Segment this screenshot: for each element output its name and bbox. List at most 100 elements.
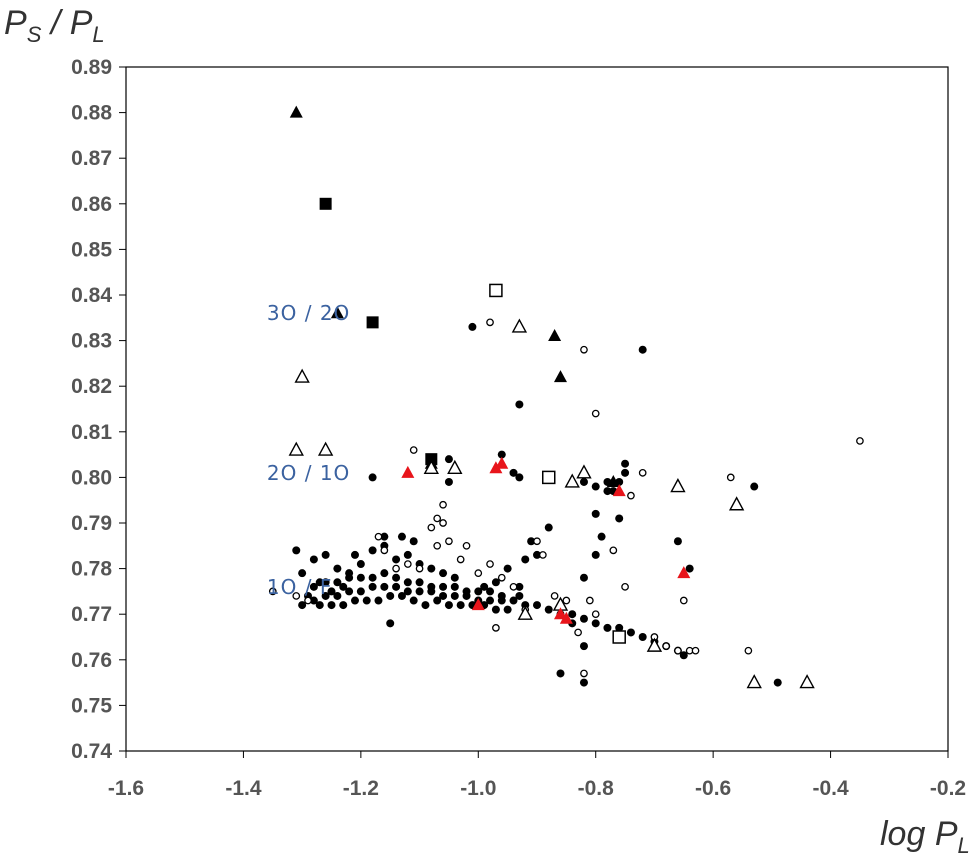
filled-circle-marker <box>397 532 406 541</box>
filled-triangle-marker <box>401 465 415 478</box>
filled-circle-marker <box>356 573 365 582</box>
open-circle-marker <box>433 541 442 550</box>
filled-triangle-marker <box>553 607 567 620</box>
open-triangle-marker <box>564 473 580 488</box>
open-circle-marker <box>292 592 301 600</box>
open-circle-marker <box>591 409 600 418</box>
data-markers <box>268 105 864 689</box>
x-tick-label: -1.4 <box>225 777 262 800</box>
filled-circle-marker <box>579 573 588 582</box>
filled-circle-marker <box>603 487 612 496</box>
open-triangle-marker <box>423 459 439 474</box>
filled-triangle-marker <box>548 329 562 342</box>
filled-circle-marker <box>415 578 424 587</box>
filled-circle-marker <box>380 582 389 591</box>
open-circle-marker <box>439 500 447 509</box>
filled-circle-marker <box>615 514 624 523</box>
mode-annotations: 3O / 2O 2O / 1O 1O / F <box>267 301 350 599</box>
y-tick-label: 0.76 <box>71 649 112 672</box>
y-tick-label: 0.82 <box>71 375 112 398</box>
filled-circle-marker <box>491 605 500 614</box>
filled-circle-marker <box>345 573 354 582</box>
filled-circle-marker <box>380 569 389 578</box>
filled-circle-marker <box>621 468 630 477</box>
filled-circle-marker <box>380 532 389 541</box>
filled-circle-marker <box>327 601 336 610</box>
filled-circle-marker <box>450 573 459 582</box>
filled-circle-marker <box>444 455 453 464</box>
open-circle-marker <box>392 564 400 573</box>
filled-circle-marker <box>350 550 359 559</box>
filled-circle-marker <box>339 582 348 591</box>
open-triangle-marker <box>517 605 533 620</box>
open-circle-marker <box>674 646 682 655</box>
filled-circle-marker <box>386 591 395 600</box>
filled-circle-marker <box>350 596 359 605</box>
filled-circle-marker <box>450 591 459 600</box>
filled-circle-marker <box>679 651 688 660</box>
mode-label: 3O / 2O <box>267 301 350 325</box>
open-triangle-marker <box>447 459 463 474</box>
filled-circle-marker <box>433 596 442 605</box>
filled-circle-marker <box>421 601 430 610</box>
filled-circle-marker <box>368 546 377 555</box>
filled-triangle-marker <box>289 105 303 118</box>
open-circle-marker <box>621 582 629 591</box>
filled-circle-marker <box>533 601 541 610</box>
open-triangle-marker <box>294 368 310 383</box>
open-circle-marker <box>539 551 547 559</box>
open-circle-marker <box>726 473 735 482</box>
open-circle-marker <box>304 596 312 605</box>
filled-circle-marker <box>333 578 342 587</box>
open-circle-marker <box>533 537 541 546</box>
filled-square-marker <box>366 316 379 329</box>
filled-circle-marker <box>339 601 348 610</box>
filled-circle-marker <box>356 587 365 596</box>
filled-circle-marker <box>591 550 600 559</box>
open-circle-marker <box>662 642 671 650</box>
filled-circle-marker <box>591 509 600 518</box>
open-circle-marker <box>380 546 389 555</box>
filled-circle-marker <box>579 614 588 623</box>
filled-circle-marker <box>509 468 518 477</box>
open-triangle-marker <box>288 441 304 456</box>
filled-circle-marker <box>480 582 489 591</box>
filled-circle-marker <box>750 482 759 491</box>
open-circle-marker <box>609 546 618 555</box>
filled-circle-marker <box>392 555 401 564</box>
filled-circle-marker <box>462 587 471 596</box>
open-circle-marker <box>462 541 471 550</box>
y-tick-label: 0.75 <box>71 694 112 717</box>
x-tick-label: -0.4 <box>812 777 849 800</box>
open-square-marker <box>541 470 556 485</box>
open-circle-marker <box>456 555 465 564</box>
open-circle-marker <box>445 537 453 546</box>
open-circle-marker <box>415 564 424 573</box>
open-triangle-marker <box>799 674 815 689</box>
y-axis-title: PS / PL <box>4 4 105 47</box>
filled-circle-marker <box>515 582 524 591</box>
open-circle-marker <box>403 560 412 568</box>
y-tick-label: 0.85 <box>71 238 112 261</box>
filled-circle-marker <box>333 564 342 573</box>
mode-label: 2O / 1O <box>267 461 350 485</box>
filled-circle-marker <box>345 587 354 596</box>
filled-circle-marker <box>333 591 342 600</box>
filled-circle-marker <box>515 591 524 600</box>
filled-circle-marker <box>579 678 588 687</box>
filled-circle-marker <box>298 569 307 578</box>
filled-circle-marker <box>515 400 524 409</box>
filled-circle-marker <box>474 587 483 596</box>
x-tick-label: -0.8 <box>578 777 615 800</box>
filled-circle-marker <box>486 587 495 596</box>
open-circle-marker <box>486 318 494 327</box>
filled-circle-marker <box>579 642 588 651</box>
open-circle-marker <box>585 596 594 605</box>
open-circle-marker <box>439 519 447 527</box>
filled-circle-marker <box>638 633 647 641</box>
filled-circle-marker <box>621 459 630 468</box>
filled-circle-marker <box>392 582 401 591</box>
filled-circle-marker <box>579 477 588 486</box>
filled-circle-marker <box>591 482 600 491</box>
filled-triangle-marker <box>553 370 567 383</box>
